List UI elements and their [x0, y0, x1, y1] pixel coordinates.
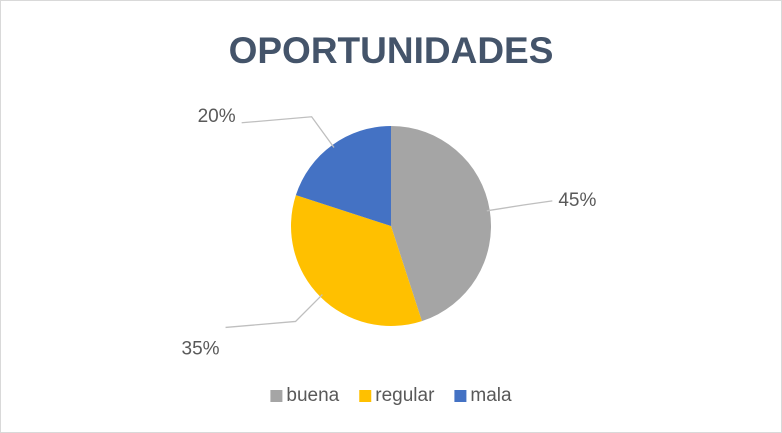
pie-slice — [391, 126, 491, 322]
legend: buena regular mala — [270, 385, 512, 406]
legend-label: buena — [286, 385, 339, 406]
leader-line — [225, 294, 323, 329]
legend-swatch — [454, 390, 467, 402]
pie-slice — [295, 126, 391, 226]
leader-line — [241, 116, 335, 148]
data-label: 20% — [198, 106, 236, 127]
data-label: 45% — [558, 190, 596, 211]
data-label: 35% — [182, 338, 220, 359]
legend-label: mala — [470, 385, 512, 406]
legend-swatch — [270, 390, 283, 402]
legend-label: regular — [375, 385, 435, 406]
chart-title: OPORTUNIDADES — [229, 30, 554, 71]
legend-swatch — [359, 390, 372, 402]
pie-slice — [291, 195, 422, 326]
leader-line — [486, 200, 553, 212]
